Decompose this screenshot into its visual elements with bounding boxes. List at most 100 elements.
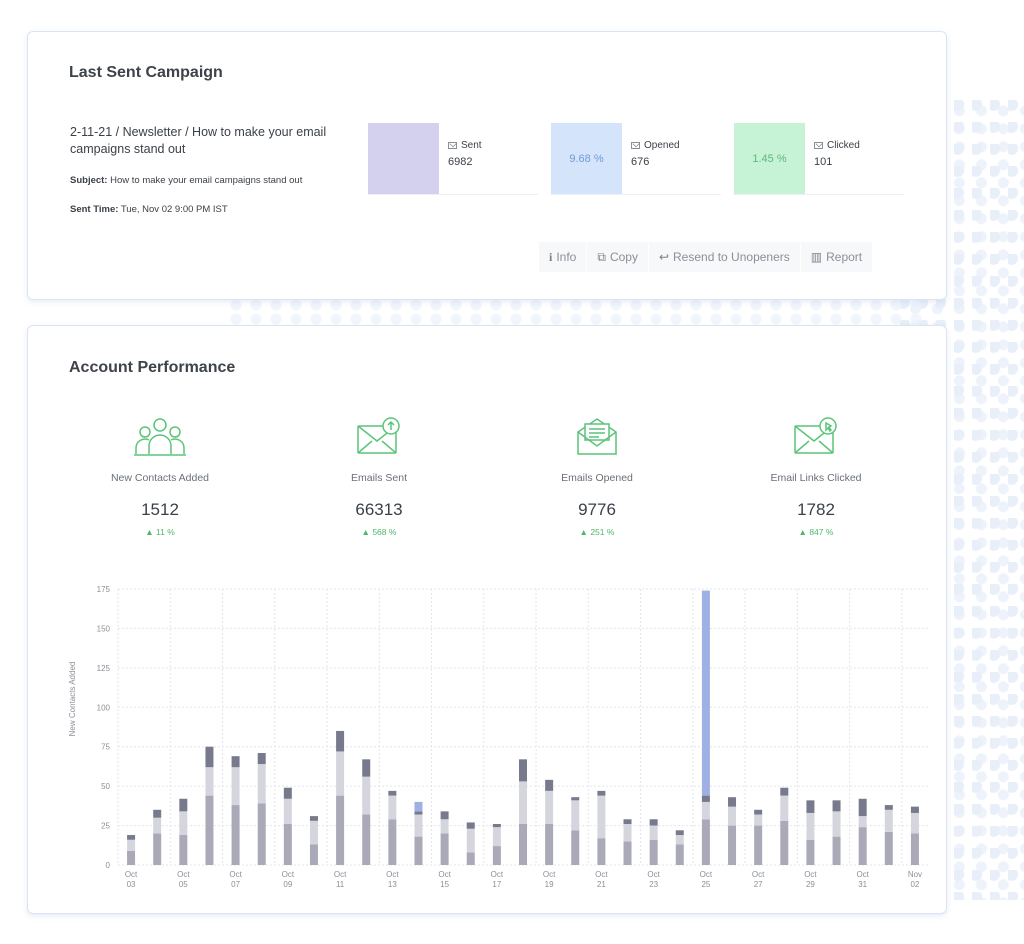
bar-segment[interactable]	[388, 819, 397, 865]
bar-segment[interactable]	[309, 816, 318, 821]
bar-segment[interactable]	[257, 764, 266, 804]
bar-segment[interactable]	[597, 795, 606, 839]
copy-button[interactable]: ⧉ Copy	[587, 242, 649, 272]
bar-segment[interactable]	[492, 823, 501, 828]
bar-segment[interactable]	[466, 828, 475, 853]
bar-segment[interactable]	[649, 819, 658, 826]
bar-segment[interactable]	[545, 779, 554, 791]
bar-segment[interactable]	[466, 852, 475, 865]
bar-segment[interactable]	[414, 814, 423, 837]
bar-segment[interactable]	[780, 787, 789, 796]
bar-segment[interactable]	[231, 756, 240, 768]
bar-segment[interactable]	[728, 806, 737, 826]
bar-segment[interactable]	[336, 751, 345, 796]
bar-segment[interactable]	[832, 811, 841, 837]
bar-segment[interactable]	[832, 800, 841, 812]
bar-segment[interactable]	[701, 590, 710, 796]
bar-segment[interactable]	[414, 801, 423, 812]
bar-segment[interactable]	[336, 730, 345, 752]
resend-to-unopeners-button[interactable]: ↩ Resend to Unopeners	[648, 242, 801, 272]
bar-segment[interactable]	[728, 797, 737, 807]
bar-segment[interactable]	[649, 825, 658, 840]
bar-segment[interactable]	[309, 844, 318, 865]
bar-segment[interactable]	[832, 836, 841, 865]
bar-segment[interactable]	[492, 846, 501, 865]
bar-segment[interactable]	[388, 790, 397, 796]
bar-segment[interactable]	[884, 805, 893, 810]
bar-segment[interactable]	[440, 811, 449, 820]
bar-segment[interactable]	[806, 812, 815, 840]
bar-segment[interactable]	[257, 753, 266, 765]
bar-segment[interactable]	[362, 759, 371, 777]
bar-segment[interactable]	[754, 809, 763, 815]
bar-segment[interactable]	[701, 819, 710, 865]
bar-segment[interactable]	[466, 822, 475, 829]
bar-segment[interactable]	[623, 841, 632, 865]
bar-segment[interactable]	[153, 833, 162, 865]
bar-segment[interactable]	[127, 839, 136, 851]
bar-segment[interactable]	[701, 801, 710, 820]
info-button[interactable]: i Info	[539, 242, 588, 272]
bar-segment[interactable]	[414, 811, 423, 815]
bar-segment[interactable]	[806, 800, 815, 813]
bar-segment[interactable]	[884, 831, 893, 865]
campaign-name[interactable]: 2-11-21 / Newsletter / How to make your …	[70, 125, 327, 156]
bar-segment[interactable]	[728, 825, 737, 865]
bar-segment[interactable]	[127, 835, 136, 840]
bar-segment[interactable]	[179, 798, 188, 812]
bar-segment[interactable]	[362, 776, 371, 815]
bar-segment[interactable]	[571, 797, 580, 801]
bar-segment[interactable]	[336, 795, 345, 865]
bar-segment[interactable]	[205, 795, 214, 865]
bar-segment[interactable]	[519, 823, 527, 865]
bar-segment[interactable]	[179, 835, 188, 865]
bar-segment[interactable]	[231, 805, 240, 865]
bar-segment[interactable]	[283, 787, 292, 799]
bar-segment[interactable]	[701, 795, 710, 802]
bar-segment[interactable]	[623, 823, 632, 842]
bar-segment[interactable]	[257, 803, 266, 865]
bar-segment[interactable]	[440, 833, 449, 865]
bar-segment[interactable]	[205, 746, 214, 768]
bar-segment[interactable]	[388, 795, 397, 820]
bar-segment[interactable]	[910, 806, 919, 813]
bar-segment[interactable]	[858, 798, 867, 817]
bar-segment[interactable]	[545, 790, 554, 824]
bar-segment[interactable]	[283, 823, 292, 865]
bar-segment[interactable]	[179, 811, 188, 836]
bar-segment[interactable]	[780, 795, 789, 821]
bar-segment[interactable]	[492, 827, 501, 847]
bar-segment[interactable]	[910, 833, 919, 865]
bar-segment[interactable]	[858, 816, 867, 828]
bar-segment[interactable]	[754, 814, 763, 826]
bar-segment[interactable]	[571, 800, 580, 831]
bar-segment[interactable]	[153, 817, 162, 834]
bar-segment[interactable]	[675, 844, 684, 865]
bar-segment[interactable]	[309, 820, 318, 845]
bar-segment[interactable]	[754, 825, 763, 865]
report-button[interactable]: ▥ Report	[800, 242, 874, 272]
bar-segment[interactable]	[440, 819, 449, 834]
bar-segment[interactable]	[414, 836, 423, 865]
bar-segment[interactable]	[127, 850, 136, 865]
bar-segment[interactable]	[519, 781, 527, 824]
bar-segment[interactable]	[884, 809, 893, 832]
bar-segment[interactable]	[231, 767, 240, 806]
bar-segment[interactable]	[649, 839, 658, 865]
bar-segment[interactable]	[597, 838, 606, 865]
bar-segment[interactable]	[205, 767, 214, 796]
bar-segment[interactable]	[675, 835, 684, 845]
bar-segment[interactable]	[597, 790, 606, 796]
bar-segment[interactable]	[806, 839, 815, 865]
bar-segment[interactable]	[545, 823, 554, 865]
bar-segment[interactable]	[362, 814, 371, 865]
bar-segment[interactable]	[623, 819, 632, 824]
bar-segment[interactable]	[571, 830, 580, 865]
bar-segment[interactable]	[910, 812, 919, 834]
bar-segment[interactable]	[283, 798, 292, 824]
bar-segment[interactable]	[858, 827, 867, 865]
bar-segment[interactable]	[519, 759, 527, 782]
bar-segment[interactable]	[675, 830, 684, 836]
bar-segment[interactable]	[153, 809, 162, 818]
bar-segment[interactable]	[780, 820, 789, 865]
